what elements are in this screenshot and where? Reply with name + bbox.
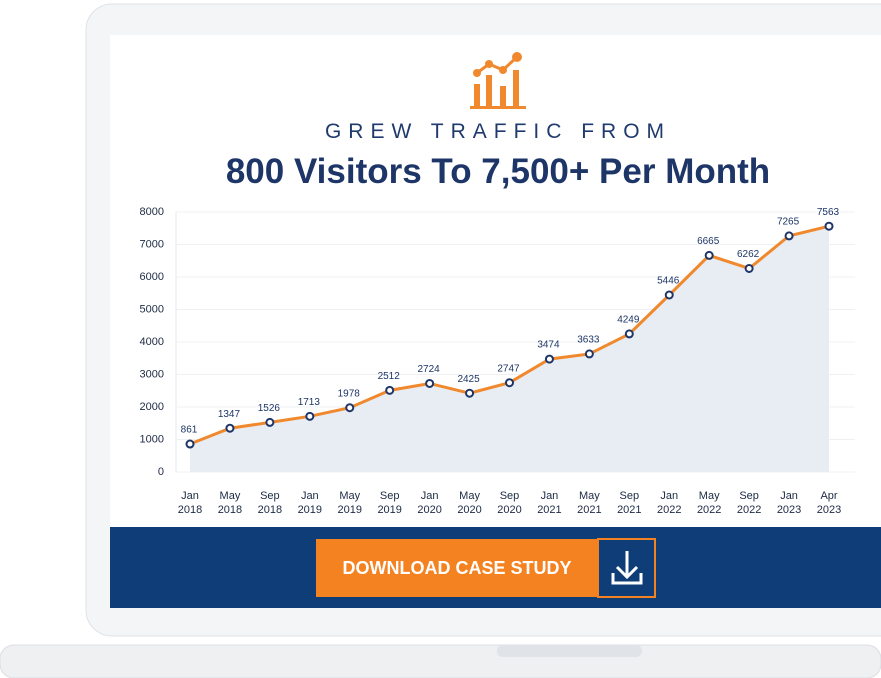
x-tick-label: Apr 2023 — [816, 490, 842, 516]
y-tick-label: 0 — [158, 466, 164, 478]
x-tick-label: Jan 2023 — [776, 490, 802, 516]
x-tick-label: May 2020 — [457, 490, 482, 516]
data-label: 2747 — [497, 363, 520, 374]
kicker: GREW TRAFFIC FROM — [324, 120, 672, 143]
point — [345, 403, 355, 413]
data-label: 1713 — [298, 397, 321, 408]
point — [784, 231, 794, 241]
x-tick-label: Jan 2021 — [537, 490, 562, 516]
point — [385, 385, 395, 395]
x-tick-label: Sep 2022 — [736, 490, 762, 516]
point — [305, 411, 315, 421]
download-button[interactable]: DOWNLOAD CASE STUDY — [316, 539, 598, 597]
y-tick-label: 2000 — [140, 401, 164, 413]
data-label: 3474 — [537, 340, 560, 351]
point — [465, 388, 475, 398]
x-tick-label: May 2022 — [696, 490, 722, 516]
data-label: 2512 — [378, 371, 401, 382]
x-tick-label: Sep 2019 — [377, 490, 402, 516]
y-tick-label: 7000 — [140, 238, 164, 250]
x-tick-label: Jan 2020 — [417, 490, 442, 516]
point — [425, 378, 435, 388]
data-label: 4249 — [617, 315, 640, 326]
y-tick-label: 3000 — [140, 368, 164, 380]
x-tick-label: Sep 2021 — [617, 490, 642, 516]
headline: 800 Visitors To 7,500+ Per Month — [225, 152, 771, 191]
point — [624, 329, 634, 339]
y-tick-label: 1000 — [140, 433, 164, 445]
x-tick-label: Sep 2018 — [257, 490, 283, 516]
x-tick-label: Sep 2020 — [497, 490, 522, 516]
data-label: 7265 — [777, 217, 800, 228]
y-tick-label: 6000 — [140, 271, 164, 283]
point — [664, 290, 674, 300]
laptop-notch — [497, 645, 642, 657]
point — [704, 250, 714, 260]
y-tick-label: 4000 — [140, 336, 164, 348]
x-tick-label: May 2021 — [577, 490, 602, 516]
laptop-base — [0, 644, 881, 678]
data-label: 6665 — [697, 236, 720, 247]
data-label: 861 — [181, 425, 198, 436]
y-tick-label: 8000 — [140, 206, 164, 218]
download-icon — [611, 551, 643, 585]
data-label: 2724 — [418, 364, 441, 375]
x-tick-label: Jan 2022 — [657, 490, 682, 516]
x-tick-label: Jan 2019 — [297, 490, 323, 516]
x-tick-label: May 2018 — [217, 490, 243, 516]
point — [505, 378, 514, 388]
point — [544, 354, 554, 364]
point — [744, 263, 754, 273]
traffic-icon — [470, 52, 526, 109]
point — [265, 417, 275, 427]
point — [824, 221, 834, 231]
point — [185, 439, 195, 449]
data-label: 3633 — [577, 335, 600, 346]
point — [584, 349, 594, 359]
point — [225, 423, 235, 433]
y-tick-label: 5000 — [140, 303, 164, 315]
data-label: 1978 — [338, 388, 361, 399]
data-label: 6262 — [737, 249, 760, 260]
x-tick-label: Jan 2018 — [177, 490, 203, 516]
data-label: 5446 — [657, 276, 680, 287]
data-label: 1526 — [258, 403, 281, 414]
data-label: 1347 — [218, 409, 241, 420]
x-tick-label: May 2019 — [337, 490, 362, 516]
data-label: 7563 — [817, 207, 840, 218]
data-label: 2425 — [457, 374, 480, 385]
